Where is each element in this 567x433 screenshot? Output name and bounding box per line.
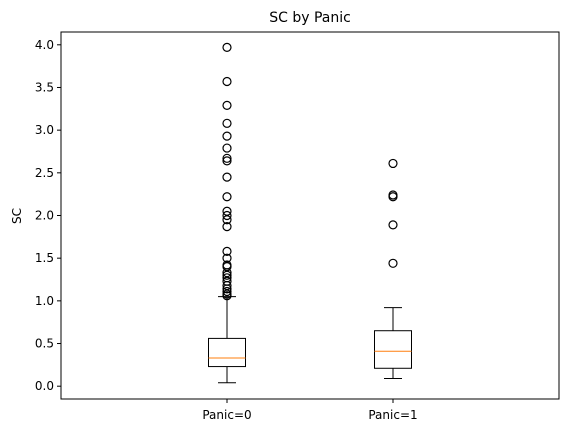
plot-area: 0.0 0.5 1.0 1.5 2.0 2.5 3.0 3.5 4.0 Panic=0 Panic=…: [35, 38, 418, 422]
chart-title: SC by Panic: [269, 10, 351, 26]
y-tick-label: 2.5: [35, 166, 54, 180]
outlier-point: [223, 144, 231, 152]
y-tick-label: 0.5: [35, 337, 54, 351]
box: [375, 331, 412, 369]
x-tick-label: Panic=0: [202, 408, 251, 422]
y-tick-label: 1.0: [35, 294, 54, 308]
y-tick-label: 4.0: [35, 38, 54, 52]
y-tick-label: 3.5: [35, 80, 54, 94]
outlier-point: [389, 259, 397, 267]
box: [209, 338, 246, 366]
outlier-point: [223, 193, 231, 201]
outlier-point: [223, 132, 231, 140]
y-tick-label: 0.0: [35, 379, 54, 393]
outlier-point: [223, 101, 231, 109]
outlier-point: [389, 159, 397, 167]
outlier-point: [223, 119, 231, 127]
y-tick-label: 3.0: [35, 123, 54, 137]
x-tick-label: Panic=1: [368, 408, 417, 422]
y-tick-label: 2.0: [35, 209, 54, 223]
outlier-point: [223, 78, 231, 86]
outlier-point: [223, 173, 231, 181]
plot-frame: [61, 32, 559, 399]
outlier-point: [389, 221, 397, 229]
y-tick-label: 1.5: [35, 251, 54, 265]
y-axis-label: SC: [10, 208, 24, 224]
outlier-point: [223, 43, 231, 51]
